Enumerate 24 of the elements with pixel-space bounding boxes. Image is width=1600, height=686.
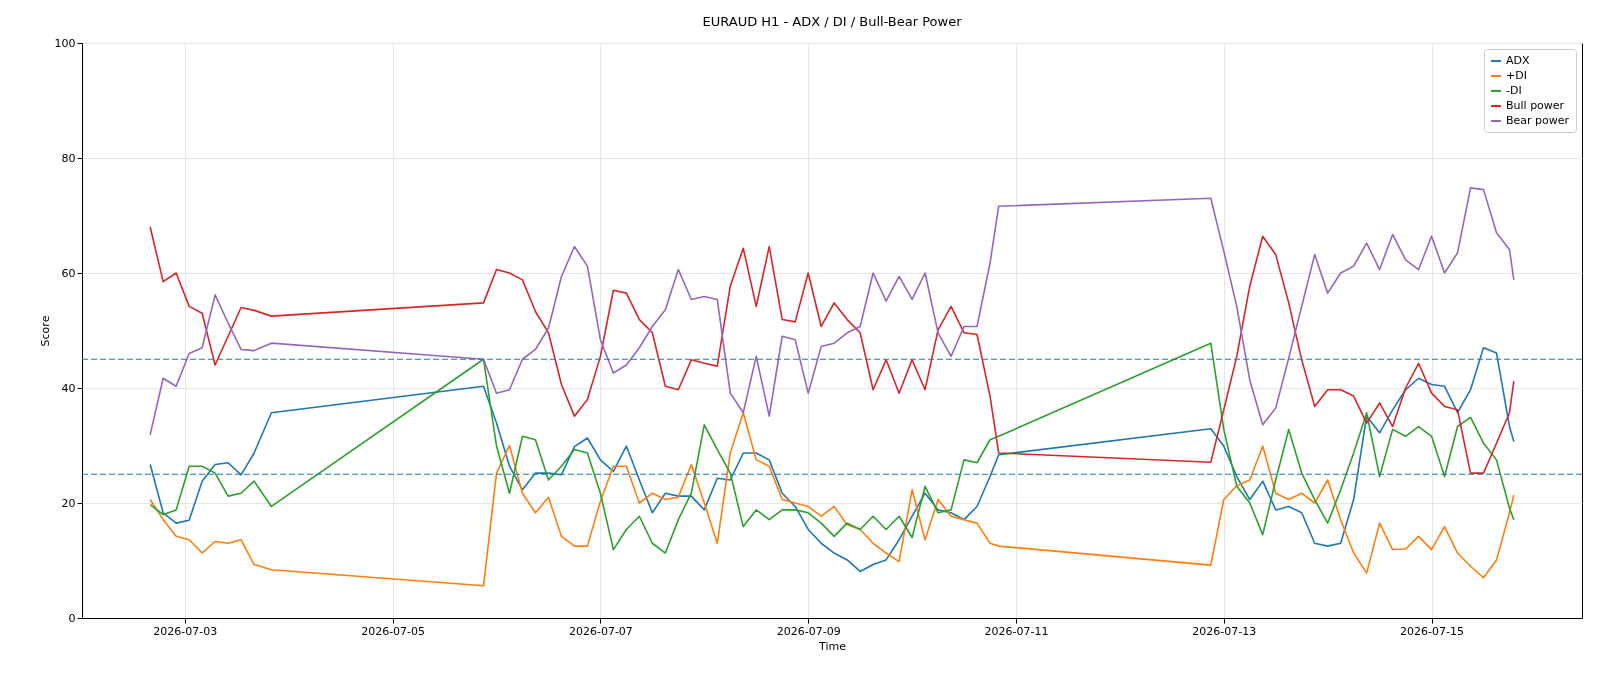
x-tick-label: 2026-07-05 <box>361 624 426 638</box>
legend-label: Bull power <box>1506 99 1565 112</box>
y-tick-label: 20 <box>61 496 76 510</box>
y-tick-label: 60 <box>61 266 76 280</box>
legend-label: -DI <box>1506 84 1522 97</box>
x-tick-label: 2026-07-11 <box>984 624 1049 638</box>
legend-label: ADX <box>1506 54 1530 67</box>
y-axis-title: Score <box>38 315 52 347</box>
x-tick-label: 2026-07-03 <box>153 624 218 638</box>
line-series <box>149 411 1515 587</box>
x-tick-label: 2026-07-13 <box>1192 624 1257 638</box>
y-tick-label: 80 <box>61 151 76 165</box>
legend-label: +DI <box>1506 69 1527 82</box>
y-tick-label: 40 <box>61 381 76 395</box>
legend-label: Bear power <box>1506 114 1570 127</box>
x-tick-label: 2026-07-07 <box>568 624 633 638</box>
x-axis-title: Time <box>818 639 847 653</box>
chart-title: EURAUD H1 - ADX / DI / Bull-Bear Power <box>702 14 963 29</box>
x-tick-label: 2026-07-09 <box>776 624 841 638</box>
line-series <box>149 226 1515 474</box>
line-series <box>149 187 1515 436</box>
x-tick-label: 2026-07-15 <box>1400 624 1465 638</box>
y-tick-label: 100 <box>54 36 76 50</box>
y-tick-label: 0 <box>68 611 76 625</box>
